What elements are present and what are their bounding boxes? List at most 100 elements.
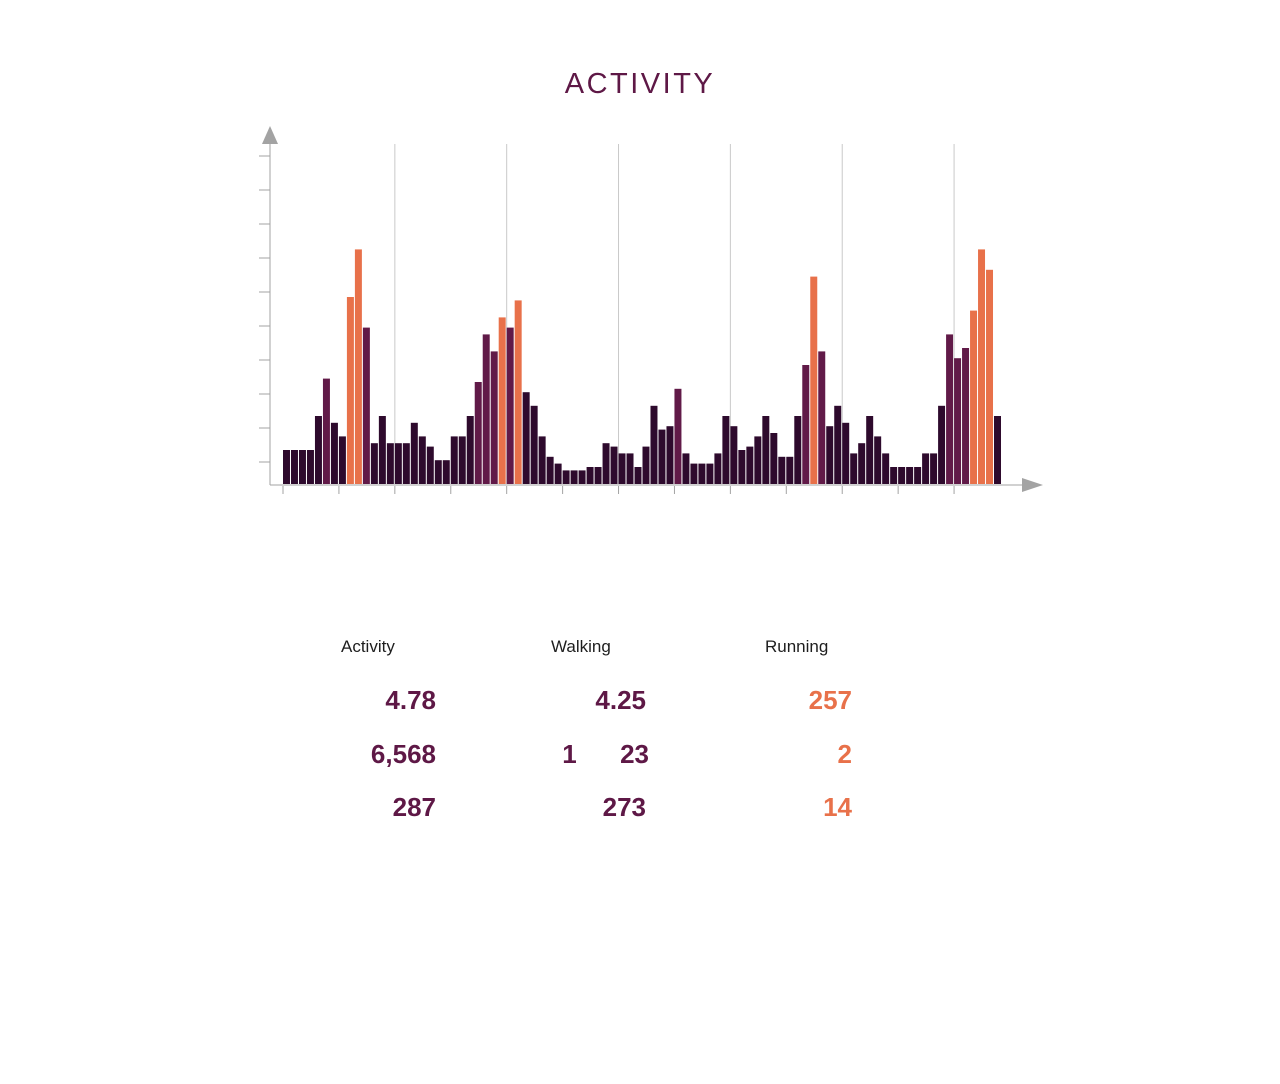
bar-86 xyxy=(962,348,970,484)
stat-running-row-1: 257 xyxy=(808,685,852,715)
bar-43 xyxy=(618,453,626,484)
bar-41 xyxy=(602,443,610,484)
bar-74 xyxy=(866,416,874,484)
bar-14 xyxy=(386,443,394,484)
bar-37 xyxy=(570,470,578,484)
bar-22 xyxy=(450,436,458,484)
bar-2 xyxy=(290,450,298,484)
page-title: ACTIVITY xyxy=(564,68,716,100)
activity-bar-chart xyxy=(259,126,1043,494)
bar-25 xyxy=(474,382,482,484)
bar-13 xyxy=(378,416,386,484)
stat-running-row-2: 2 xyxy=(837,739,852,769)
bar-88 xyxy=(978,249,986,484)
bar-72 xyxy=(850,453,858,484)
bar-34 xyxy=(546,456,554,484)
bar-73 xyxy=(858,443,866,484)
bar-48 xyxy=(658,429,666,484)
stat-header-running: Running xyxy=(765,637,829,656)
bar-84 xyxy=(946,334,954,484)
bar-16 xyxy=(402,443,410,484)
stat-running-row-3: 14 xyxy=(823,792,852,822)
bar-60 xyxy=(754,436,762,484)
stat-activity-row-3: 287 xyxy=(392,792,436,822)
bar-52 xyxy=(690,463,698,484)
bar-40 xyxy=(594,467,602,484)
bar-39 xyxy=(586,467,594,484)
bar-75 xyxy=(874,436,882,484)
bar-47 xyxy=(650,405,658,484)
bar-90 xyxy=(994,416,1001,484)
bar-82 xyxy=(930,453,938,484)
bar-31 xyxy=(522,392,530,484)
bar-66 xyxy=(802,365,810,484)
bar-51 xyxy=(682,453,690,484)
y-axis-ticks xyxy=(259,155,270,463)
bar-11 xyxy=(362,327,370,484)
bar-17 xyxy=(410,422,418,484)
bar-63 xyxy=(778,456,786,484)
stat-header-activity: Activity xyxy=(341,637,395,656)
bar-1 xyxy=(283,450,290,484)
bar-77 xyxy=(890,467,898,484)
bar-68 xyxy=(818,351,826,484)
bar-87 xyxy=(970,310,978,484)
bar-46 xyxy=(642,446,650,484)
stat-walking-row-2: 1 23 xyxy=(562,739,649,769)
bar-81 xyxy=(922,453,930,484)
bar-35 xyxy=(554,463,562,484)
x-axis-arrow-icon xyxy=(1022,478,1043,492)
stat-header-walking: Walking xyxy=(551,637,611,656)
bar-54 xyxy=(706,463,714,484)
bar-76 xyxy=(882,453,890,484)
bar-64 xyxy=(786,456,794,484)
bar-50 xyxy=(674,388,682,484)
stat-activity-row-2: 6,568 xyxy=(370,739,436,769)
bar-89 xyxy=(986,269,994,484)
bar-61 xyxy=(762,416,770,484)
bar-70 xyxy=(834,405,842,484)
bar-65 xyxy=(794,416,802,484)
bar-45 xyxy=(634,467,642,484)
bar-62 xyxy=(770,433,778,484)
x-axis-ticks xyxy=(282,486,955,494)
bar-26 xyxy=(482,334,490,484)
bar-67 xyxy=(810,276,818,484)
bar-29 xyxy=(506,327,514,484)
bar-23 xyxy=(458,436,466,484)
bar-33 xyxy=(538,436,546,484)
bar-58 xyxy=(738,450,746,484)
bar-24 xyxy=(466,416,474,484)
bar-19 xyxy=(426,446,434,484)
bar-32 xyxy=(530,405,538,484)
bar-18 xyxy=(418,436,426,484)
bar-53 xyxy=(698,463,706,484)
bar-80 xyxy=(914,467,922,484)
bar-83 xyxy=(938,405,946,484)
bar-44 xyxy=(626,453,634,484)
bar-series xyxy=(283,249,1001,484)
stat-activity-row-1: 4.78 xyxy=(385,685,436,715)
bar-59 xyxy=(746,446,754,484)
y-axis-arrow-icon xyxy=(262,126,278,144)
bar-7 xyxy=(330,422,338,484)
bar-27 xyxy=(490,351,498,484)
bar-8 xyxy=(338,436,346,484)
bar-55 xyxy=(714,453,722,484)
bar-56 xyxy=(722,416,730,484)
stat-walking-row-3: 273 xyxy=(602,792,646,822)
bar-85 xyxy=(954,358,962,484)
bar-57 xyxy=(730,426,738,484)
bar-78 xyxy=(898,467,906,484)
bar-49 xyxy=(666,426,674,484)
bar-6 xyxy=(322,378,330,484)
bar-3 xyxy=(298,450,306,484)
bar-79 xyxy=(906,467,914,484)
bar-30 xyxy=(514,300,522,484)
bar-4 xyxy=(306,450,314,484)
stat-walking-row-1: 4.25 xyxy=(595,685,646,715)
bar-5 xyxy=(314,416,322,484)
bar-20 xyxy=(434,460,442,484)
bar-15 xyxy=(394,443,402,484)
bar-10 xyxy=(354,249,362,484)
